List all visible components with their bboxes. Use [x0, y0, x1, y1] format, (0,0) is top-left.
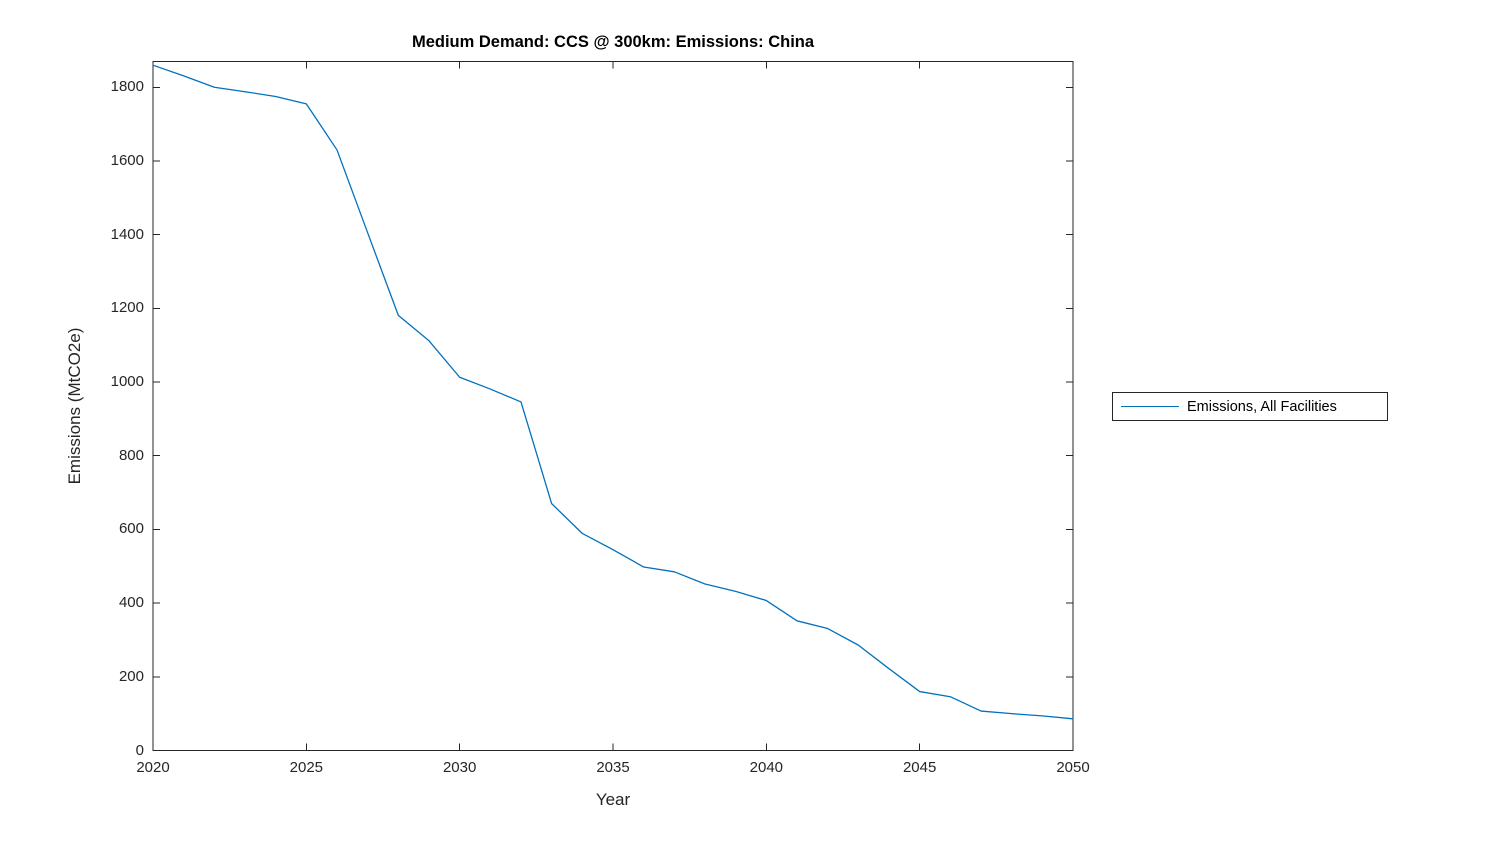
y-tick-label: 1600: [110, 151, 144, 169]
x-axis-label: Year: [595, 790, 631, 809]
y-tick-label: 0: [135, 741, 144, 759]
x-tick-label: 2025: [289, 759, 324, 776]
x-tick-label: 2035: [596, 759, 630, 776]
x-tick-label: 2050: [1056, 759, 1090, 776]
y-tick-label: 800: [118, 446, 144, 464]
y-tick-label: 1200: [110, 299, 144, 317]
x-tick-label: 2045: [902, 759, 937, 776]
y-tick-label: 1800: [110, 78, 144, 96]
y-tick-label: 200: [118, 667, 144, 685]
legend-entry-label: Emissions, All Facilities: [1187, 398, 1337, 415]
x-tick-label: 2030: [442, 759, 477, 776]
legend: Emissions, All Facilities: [1112, 392, 1388, 421]
x-tick-label: 2020: [136, 759, 170, 776]
y-tick-label: 600: [118, 520, 144, 538]
y-tick-label: 400: [118, 594, 144, 612]
y-tick-label: 1000: [110, 373, 144, 391]
y-tick-label: 1400: [110, 225, 144, 243]
axes-box: [152, 61, 1074, 751]
x-tick-label: 2040: [749, 759, 784, 776]
chart-title: Medium Demand: CCS @ 300km: Emissions: C…: [411, 33, 815, 51]
emissions-line: [152, 64, 1074, 720]
legend-line-sample-icon: [1121, 406, 1179, 407]
